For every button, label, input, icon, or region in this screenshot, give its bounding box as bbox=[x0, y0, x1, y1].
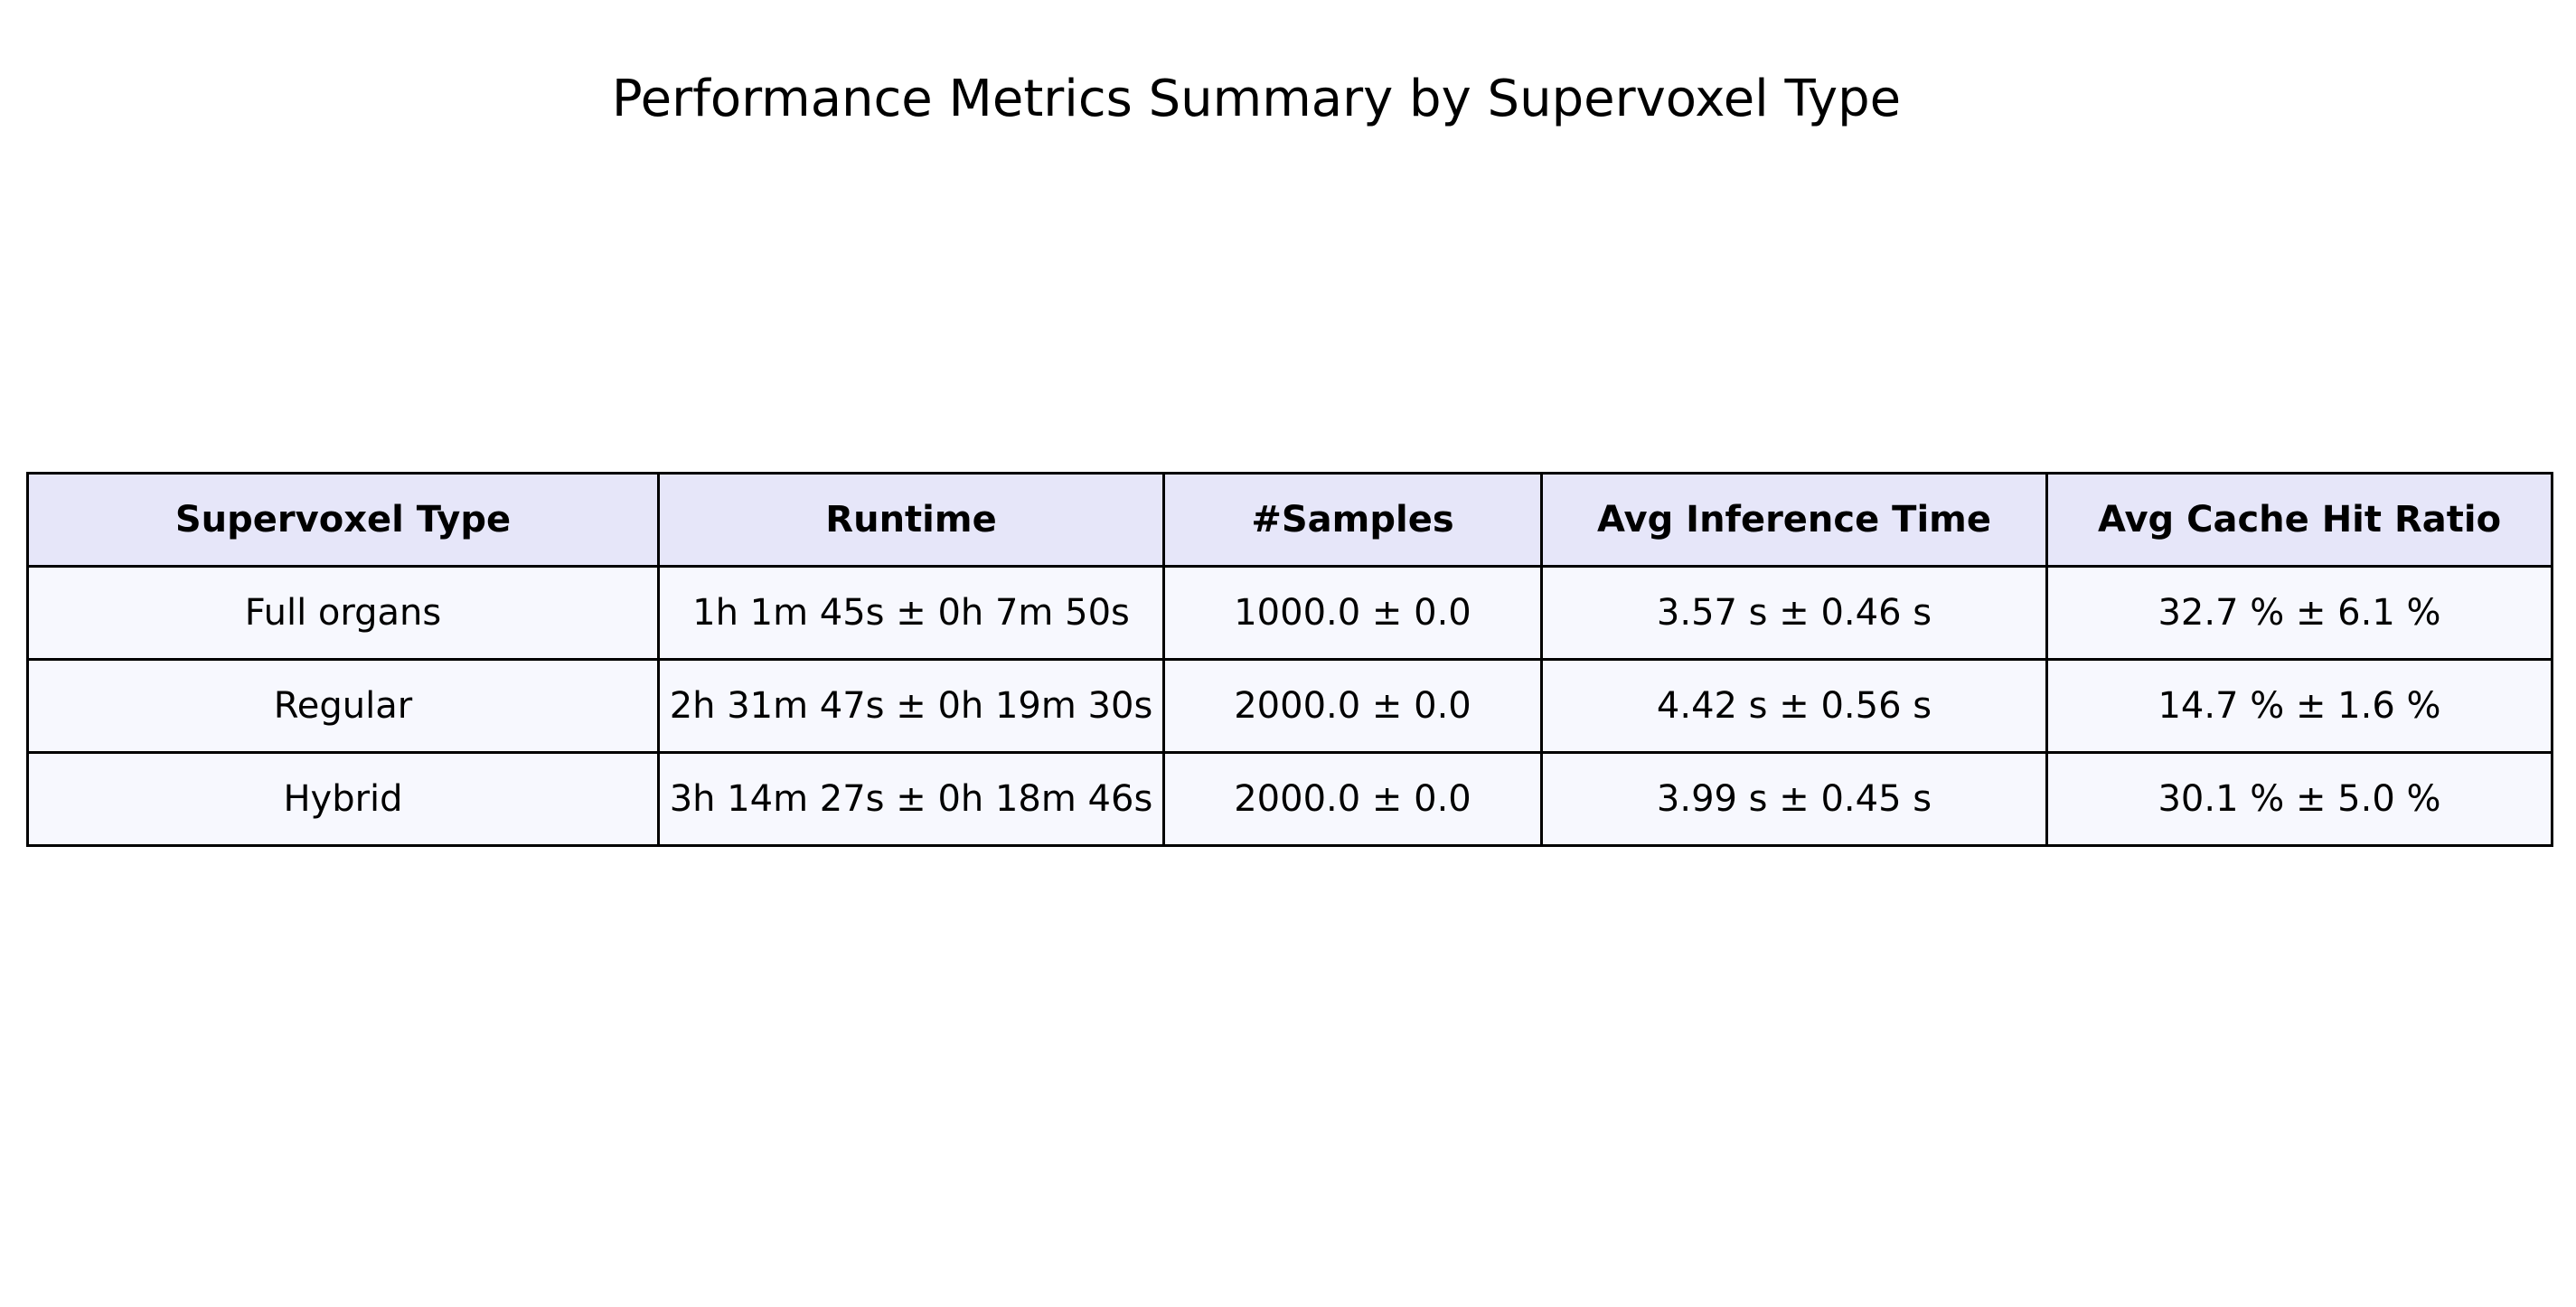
table-row: Regular 2h 31m 47s ± 0h 19m 30s 2000.0 ±… bbox=[26, 658, 2553, 754]
cell-samples: 1000.0 ± 0.0 bbox=[1162, 565, 1543, 661]
cell-avg-cache-hit-ratio: 14.7 % ± 1.6 % bbox=[2045, 658, 2553, 754]
header-cell-avg-inference-time: Avg Inference Time bbox=[1540, 472, 2048, 568]
header-cell-runtime: Runtime bbox=[657, 472, 1165, 568]
table-row: Hybrid 3h 14m 27s ± 0h 18m 46s 2000.0 ± … bbox=[26, 751, 2553, 847]
cell-avg-inference-time: 4.42 s ± 0.56 s bbox=[1540, 658, 2048, 754]
cell-samples: 2000.0 ± 0.0 bbox=[1162, 658, 1543, 754]
cell-avg-inference-time: 3.99 s ± 0.45 s bbox=[1540, 751, 2048, 847]
table-row: Full organs 1h 1m 45s ± 0h 7m 50s 1000.0… bbox=[26, 565, 2553, 661]
header-cell-samples: #Samples bbox=[1162, 472, 1543, 568]
table-title: Performance Metrics Summary by Supervoxe… bbox=[611, 70, 1902, 128]
header-cell-avg-cache-hit-ratio: Avg Cache Hit Ratio bbox=[2045, 472, 2553, 568]
cell-samples: 2000.0 ± 0.0 bbox=[1162, 751, 1543, 847]
cell-runtime: 2h 31m 47s ± 0h 19m 30s bbox=[657, 658, 1165, 754]
cell-runtime: 1h 1m 45s ± 0h 7m 50s bbox=[657, 565, 1165, 661]
metrics-table: Supervoxel Type Runtime #Samples Avg Inf… bbox=[26, 472, 2553, 847]
header-cell-supervoxel-type: Supervoxel Type bbox=[26, 472, 660, 568]
header-row: Supervoxel Type Runtime #Samples Avg Inf… bbox=[26, 472, 2553, 568]
cell-supervoxel-type: Full organs bbox=[26, 565, 660, 661]
cell-runtime: 3h 14m 27s ± 0h 18m 46s bbox=[657, 751, 1165, 847]
cell-avg-cache-hit-ratio: 30.1 % ± 5.0 % bbox=[2045, 751, 2553, 847]
cell-avg-inference-time: 3.57 s ± 0.46 s bbox=[1540, 565, 2048, 661]
cell-supervoxel-type: Hybrid bbox=[26, 751, 660, 847]
cell-avg-cache-hit-ratio: 32.7 % ± 6.1 % bbox=[2045, 565, 2553, 661]
cell-supervoxel-type: Regular bbox=[26, 658, 660, 754]
